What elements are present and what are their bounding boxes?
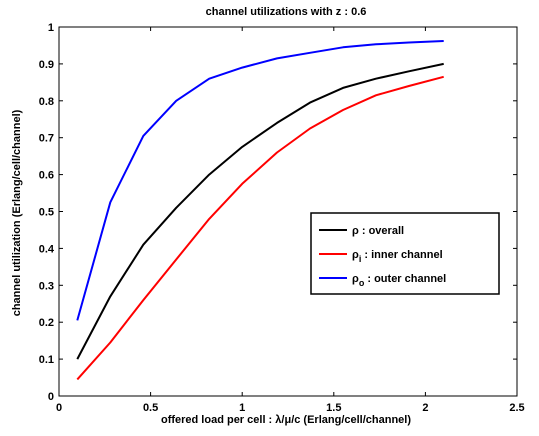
x-tick-label: 1.5 [326,402,341,414]
y-tick-label: 0.3 [39,280,54,292]
legend-entry: ρ : overall [352,225,404,237]
x-axis-ticks: 0 0.5 1 1.5 2 2.5 [56,27,525,414]
x-tick-label: 1 [239,402,245,414]
x-tick-label: 0.5 [143,402,158,414]
x-tick-label: 2 [422,402,428,414]
x-axis-label: offered load per cell : λ/μ/c (Erlang/ce… [161,414,411,426]
series-layer [76,40,444,381]
plot-frame [58,26,518,397]
series-line [76,62,444,360]
x-tick-label: 0 [56,402,62,414]
x-tick-label: 2.5 [509,402,524,414]
y-tick-label: 0.8 [39,96,54,108]
y-tick-label: 0.2 [39,317,54,329]
y-axis-label: channel utilization (Erlang/cell/channel… [11,109,23,316]
series-line [76,40,444,321]
y-tick-label: 1 [48,22,54,34]
chart-title: channel utilizations with z : 0.6 [206,6,367,18]
y-tick-label: 0.5 [39,207,54,219]
y-tick-label: 0.9 [39,59,54,71]
y-tick-label: 0 [48,391,54,403]
series-line [76,75,444,381]
y-tick-label: 0.4 [39,243,55,255]
y-tick-label: 0.7 [39,133,54,145]
legend: ρ : overall ρi : inner channel ρo : outer … [310,212,500,295]
y-tick-label: 0.1 [39,354,54,366]
y-axis-ticks: 0 0.1 0.2 0.3 0.4 0.5 0.6 0.7 0.8 0.9 1 [39,22,517,403]
legend-entry: ρo : outer channel [352,273,446,288]
y-tick-label: 0.6 [39,170,54,182]
legend-entry: ρi : inner channel [352,249,443,264]
plot-area [58,26,518,397]
